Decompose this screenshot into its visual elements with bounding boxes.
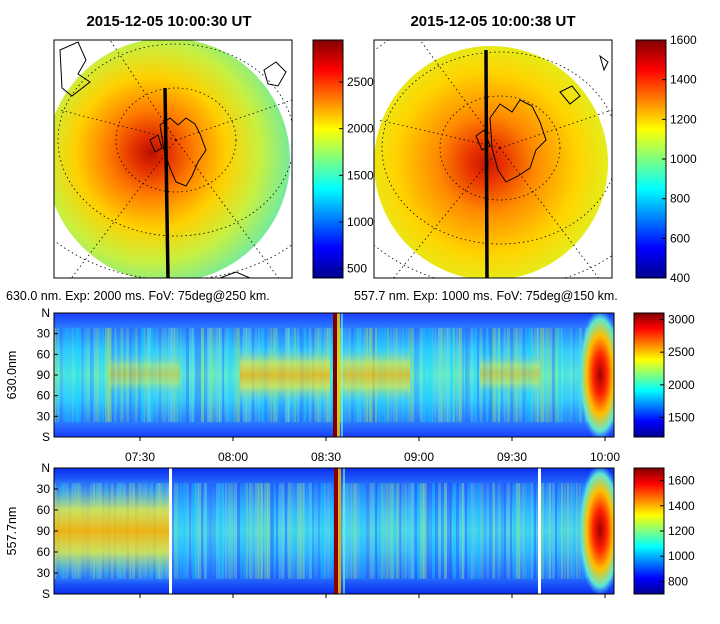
y-tick-label: N <box>41 461 50 475</box>
colorbar-557-allsky: 400 600 800 1000 1200 1400 1600 <box>635 33 697 285</box>
keogram-557-gap-1 <box>169 468 172 594</box>
keogram-630-yticks: N 30 60 90 60 30 S <box>37 306 58 444</box>
colorbar-630-keogram: 1500 2000 2500 3000 <box>633 312 695 438</box>
keogram-630: 630.0nm N 30 60 90 60 30 S 07:30 08:00 08:30 09:0… <box>5 306 620 464</box>
colorbar-tick-label: 1000 <box>670 152 697 166</box>
colorbar-tick-label: 500 <box>347 262 367 276</box>
keogram-630-spike <box>333 313 337 437</box>
colorbar-tick-label: 2500 <box>347 75 374 89</box>
keogram-630-bright-blob <box>578 313 614 437</box>
keogram-557-yticks: N 30 60 90 60 30 S <box>37 461 58 601</box>
allsky-caption-630: 630.0 nm. Exp: 2000 ms. FoV: 75deg@250 k… <box>6 289 270 303</box>
allsky-panel-557: 2015-12-05 10:00:38 UT 557.7 nm <box>354 13 618 303</box>
keogram-557-bright-blob <box>578 468 614 594</box>
keogram-557-early-band <box>54 478 170 584</box>
y-tick-label: S <box>42 587 50 601</box>
colorbar-tick-label: 1500 <box>347 168 374 182</box>
colorbar-gradient <box>635 39 667 279</box>
allsky-image-630 <box>54 40 290 278</box>
meridian-line-557 <box>484 49 489 278</box>
colorbar-tick-label: 1000 <box>347 215 374 229</box>
y-tick-label: S <box>42 430 50 444</box>
colorbar-tick-label: 600 <box>670 231 690 245</box>
colorbar-tick-label: 800 <box>668 574 688 588</box>
colorbar-tick-label: 1600 <box>668 474 695 488</box>
y-tick-label: 90 <box>37 524 51 538</box>
colorbar-tick-label: 800 <box>670 192 690 206</box>
colorbar-630-allsky: 500 1000 1500 2000 2500 <box>312 39 374 279</box>
allsky-title-630: 2015-12-05 10:00:30 UT <box>86 13 251 30</box>
colorbar-tick-label: 1200 <box>670 112 697 126</box>
colorbar-tick-label: 1600 <box>670 33 697 47</box>
y-tick-label: 30 <box>37 566 51 580</box>
x-tick-label: 08:00 <box>218 450 248 464</box>
keogram-630-ylabel: 630.0nm <box>5 351 19 400</box>
x-tick-label: 08:30 <box>311 450 341 464</box>
x-tick-label: 10:00 <box>590 450 620 464</box>
allsky-title-557: 2015-12-05 10:00:38 UT <box>410 13 575 30</box>
keogram-557-spike <box>334 468 338 594</box>
y-tick-label: 60 <box>37 389 51 403</box>
colorbar-tick-label: 2500 <box>668 345 695 359</box>
keogram-557-gap-2 <box>538 468 541 594</box>
y-tick-label: 60 <box>37 545 51 559</box>
y-tick-label: 60 <box>37 503 51 517</box>
allsky-caption-557: 557.7 nm. Exp: 1000 ms. FoV: 75deg@150 k… <box>354 289 618 303</box>
coastline-630 <box>59 41 287 278</box>
y-tick-label: 30 <box>37 409 51 423</box>
meridian-line-630 <box>163 87 170 278</box>
colorbar-gradient <box>633 312 665 438</box>
keogram-557-ylabel: 557.7nm <box>5 507 19 556</box>
colorbar-tick-label: 3000 <box>668 313 695 327</box>
x-tick-label: 07:30 <box>125 450 155 464</box>
y-tick-label: 30 <box>37 482 51 496</box>
colorbar-tick-label: 2000 <box>668 378 695 392</box>
allsky-frame-630 <box>53 39 293 279</box>
keogram-557: 557.7nm N 30 60 90 60 30 S <box>5 461 615 601</box>
colorbar-tick-label: 1200 <box>668 524 695 538</box>
colorbar-tick-label: 1400 <box>668 499 695 513</box>
keogram-630-xticks: 07:30 08:00 08:30 09:00 09:30 10:00 <box>125 437 620 464</box>
y-tick-label: 60 <box>37 347 51 361</box>
allsky-panel-630: 2015-12-05 10:00:30 UT <box>6 13 293 303</box>
colorbar-tick-label: 1000 <box>668 549 695 563</box>
x-tick-label: 09:00 <box>404 450 434 464</box>
allsky-frame-557 <box>373 39 613 279</box>
colorbar-tick-label: 1500 <box>668 410 695 424</box>
coastline-557 <box>475 54 609 183</box>
y-tick-label: N <box>41 306 50 320</box>
colorbar-gradient <box>633 467 665 595</box>
y-tick-label: 90 <box>37 368 51 382</box>
latlon-grid-557 <box>374 40 612 278</box>
latlon-grid-630 <box>54 40 292 278</box>
colorbar-557-keogram: 800 1000 1200 1400 1600 <box>633 467 695 595</box>
keogram-557-xticks <box>139 594 606 598</box>
colorbar-tick-label: 400 <box>670 271 690 285</box>
colorbar-gradient <box>312 39 344 279</box>
y-tick-label: 30 <box>37 327 51 341</box>
x-tick-label: 09:30 <box>497 450 527 464</box>
allsky-image-557 <box>374 46 608 278</box>
colorbar-tick-label: 1400 <box>670 73 697 87</box>
colorbar-tick-label: 2000 <box>347 122 374 136</box>
